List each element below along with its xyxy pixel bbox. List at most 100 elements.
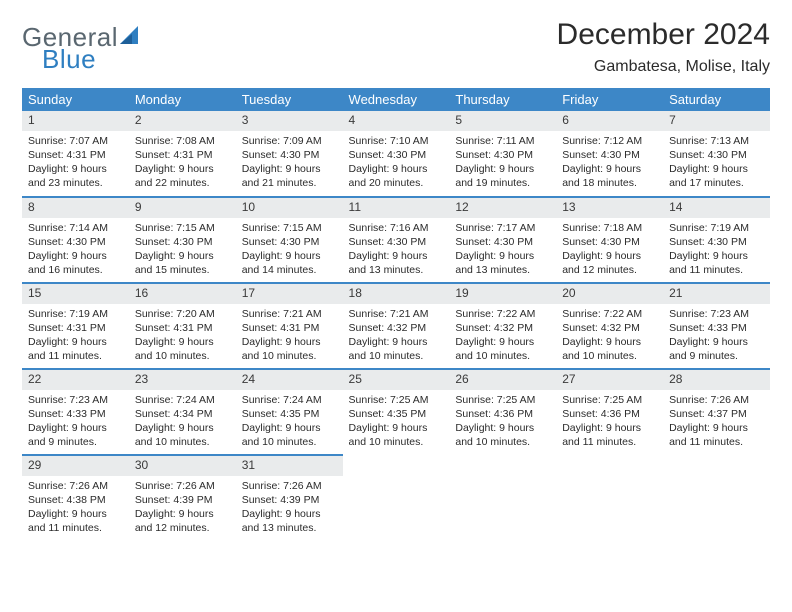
daylight-text: Daylight: 9 hours	[135, 249, 230, 263]
sunrise-text: Sunrise: 7:25 AM	[455, 393, 550, 407]
weekday-header: Saturday	[663, 88, 770, 111]
daylight-text: Daylight: 9 hours	[349, 335, 444, 349]
day-number: 27	[556, 370, 663, 390]
daylight-text: and 10 minutes.	[349, 435, 444, 449]
day-number: 20	[556, 284, 663, 304]
logo: General Blue	[22, 18, 144, 72]
daylight-text: Daylight: 9 hours	[562, 335, 657, 349]
day-cell: 3Sunrise: 7:09 AMSunset: 4:30 PMDaylight…	[236, 111, 343, 197]
day-details: Sunrise: 7:20 AMSunset: 4:31 PMDaylight:…	[129, 304, 236, 368]
day-details: Sunrise: 7:26 AMSunset: 4:39 PMDaylight:…	[129, 476, 236, 540]
logo-text-blue: Blue	[42, 46, 144, 72]
calendar-page: General Blue December 2024 Gambatesa, Mo…	[0, 0, 792, 559]
day-details: Sunrise: 7:12 AMSunset: 4:30 PMDaylight:…	[556, 131, 663, 195]
sunset-text: Sunset: 4:39 PM	[242, 493, 337, 507]
day-details: Sunrise: 7:10 AMSunset: 4:30 PMDaylight:…	[343, 131, 450, 195]
daylight-text: and 10 minutes.	[135, 435, 230, 449]
day-details: Sunrise: 7:23 AMSunset: 4:33 PMDaylight:…	[22, 390, 129, 454]
day-number: 19	[449, 284, 556, 304]
sunset-text: Sunset: 4:38 PM	[28, 493, 123, 507]
sunset-text: Sunset: 4:32 PM	[562, 321, 657, 335]
day-cell: 16Sunrise: 7:20 AMSunset: 4:31 PMDayligh…	[129, 283, 236, 369]
sunset-text: Sunset: 4:30 PM	[242, 148, 337, 162]
sunset-text: Sunset: 4:30 PM	[562, 235, 657, 249]
sunset-text: Sunset: 4:30 PM	[669, 148, 764, 162]
day-details: Sunrise: 7:08 AMSunset: 4:31 PMDaylight:…	[129, 131, 236, 195]
day-number: 11	[343, 198, 450, 218]
daylight-text: and 10 minutes.	[135, 349, 230, 363]
daylight-text: and 15 minutes.	[135, 263, 230, 277]
day-cell: 8Sunrise: 7:14 AMSunset: 4:30 PMDaylight…	[22, 197, 129, 283]
day-details: Sunrise: 7:14 AMSunset: 4:30 PMDaylight:…	[22, 218, 129, 282]
sunrise-text: Sunrise: 7:11 AM	[455, 134, 550, 148]
page-header: General Blue December 2024 Gambatesa, Mo…	[22, 18, 770, 76]
day-number: 1	[22, 111, 129, 131]
sunrise-text: Sunrise: 7:09 AM	[242, 134, 337, 148]
day-details: Sunrise: 7:25 AMSunset: 4:36 PMDaylight:…	[556, 390, 663, 454]
day-details: Sunrise: 7:26 AMSunset: 4:39 PMDaylight:…	[236, 476, 343, 540]
day-number: 31	[236, 456, 343, 476]
sunrise-text: Sunrise: 7:07 AM	[28, 134, 123, 148]
day-cell: 2Sunrise: 7:08 AMSunset: 4:31 PMDaylight…	[129, 111, 236, 197]
day-cell: 25Sunrise: 7:25 AMSunset: 4:35 PMDayligh…	[343, 369, 450, 455]
day-cell: 22Sunrise: 7:23 AMSunset: 4:33 PMDayligh…	[22, 369, 129, 455]
sunset-text: Sunset: 4:30 PM	[349, 235, 444, 249]
day-details: Sunrise: 7:22 AMSunset: 4:32 PMDaylight:…	[556, 304, 663, 368]
sunset-text: Sunset: 4:39 PM	[135, 493, 230, 507]
daylight-text: Daylight: 9 hours	[669, 249, 764, 263]
daylight-text: and 13 minutes.	[349, 263, 444, 277]
day-cell: 1Sunrise: 7:07 AMSunset: 4:31 PMDaylight…	[22, 111, 129, 197]
daylight-text: and 11 minutes.	[669, 263, 764, 277]
day-details: Sunrise: 7:18 AMSunset: 4:30 PMDaylight:…	[556, 218, 663, 282]
daylight-text: and 18 minutes.	[562, 176, 657, 190]
daylight-text: Daylight: 9 hours	[669, 421, 764, 435]
daylight-text: Daylight: 9 hours	[135, 335, 230, 349]
day-details: Sunrise: 7:22 AMSunset: 4:32 PMDaylight:…	[449, 304, 556, 368]
day-cell: 12Sunrise: 7:17 AMSunset: 4:30 PMDayligh…	[449, 197, 556, 283]
day-number: 23	[129, 370, 236, 390]
day-number: 5	[449, 111, 556, 131]
day-cell: 9Sunrise: 7:15 AMSunset: 4:30 PMDaylight…	[129, 197, 236, 283]
daylight-text: Daylight: 9 hours	[28, 249, 123, 263]
week-row: 15Sunrise: 7:19 AMSunset: 4:31 PMDayligh…	[22, 283, 770, 369]
daylight-text: Daylight: 9 hours	[455, 249, 550, 263]
sunrise-text: Sunrise: 7:08 AM	[135, 134, 230, 148]
day-cell: 23Sunrise: 7:24 AMSunset: 4:34 PMDayligh…	[129, 369, 236, 455]
sunset-text: Sunset: 4:37 PM	[669, 407, 764, 421]
sunset-text: Sunset: 4:36 PM	[455, 407, 550, 421]
daylight-text: and 21 minutes.	[242, 176, 337, 190]
day-number: 25	[343, 370, 450, 390]
sunrise-text: Sunrise: 7:15 AM	[242, 221, 337, 235]
sunrise-text: Sunrise: 7:22 AM	[455, 307, 550, 321]
daylight-text: and 20 minutes.	[349, 176, 444, 190]
day-details: Sunrise: 7:15 AMSunset: 4:30 PMDaylight:…	[129, 218, 236, 282]
day-cell: ..	[449, 455, 556, 541]
daylight-text: and 12 minutes.	[135, 521, 230, 535]
day-number: 8	[22, 198, 129, 218]
sunrise-text: Sunrise: 7:19 AM	[669, 221, 764, 235]
day-details: Sunrise: 7:24 AMSunset: 4:34 PMDaylight:…	[129, 390, 236, 454]
daylight-text: and 10 minutes.	[242, 435, 337, 449]
daylight-text: Daylight: 9 hours	[669, 335, 764, 349]
daylight-text: Daylight: 9 hours	[135, 421, 230, 435]
daylight-text: Daylight: 9 hours	[28, 335, 123, 349]
day-number: 16	[129, 284, 236, 304]
day-cell: 26Sunrise: 7:25 AMSunset: 4:36 PMDayligh…	[449, 369, 556, 455]
day-cell: 5Sunrise: 7:11 AMSunset: 4:30 PMDaylight…	[449, 111, 556, 197]
day-cell: 24Sunrise: 7:24 AMSunset: 4:35 PMDayligh…	[236, 369, 343, 455]
sunrise-text: Sunrise: 7:24 AM	[242, 393, 337, 407]
day-cell: ..	[556, 455, 663, 541]
title-block: December 2024 Gambatesa, Molise, Italy	[557, 18, 770, 76]
day-details: Sunrise: 7:26 AMSunset: 4:37 PMDaylight:…	[663, 390, 770, 454]
day-details: Sunrise: 7:21 AMSunset: 4:31 PMDaylight:…	[236, 304, 343, 368]
daylight-text: Daylight: 9 hours	[455, 421, 550, 435]
sunset-text: Sunset: 4:33 PM	[669, 321, 764, 335]
day-number: 18	[343, 284, 450, 304]
day-number: 15	[22, 284, 129, 304]
weekday-header: Monday	[129, 88, 236, 111]
daylight-text: and 11 minutes.	[28, 521, 123, 535]
day-number: 4	[343, 111, 450, 131]
day-cell: 15Sunrise: 7:19 AMSunset: 4:31 PMDayligh…	[22, 283, 129, 369]
daylight-text: Daylight: 9 hours	[669, 162, 764, 176]
daylight-text: and 11 minutes.	[562, 435, 657, 449]
